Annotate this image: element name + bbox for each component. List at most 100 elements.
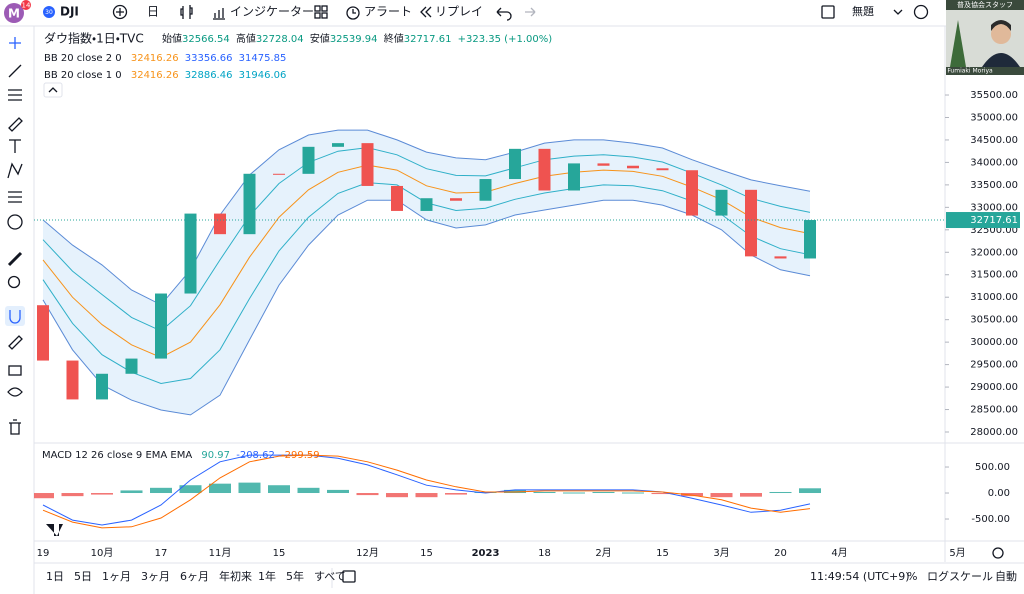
x-tick-label: 4月 xyxy=(831,547,847,559)
delete-tool[interactable] xyxy=(9,419,21,435)
macd-value: 90.97 xyxy=(201,450,230,461)
lock-tool[interactable] xyxy=(8,365,22,376)
range-button[interactable]: 1日 xyxy=(46,570,64,583)
histogram-bar xyxy=(34,493,54,499)
x-tick-label: 20 xyxy=(774,548,787,559)
log-toggle[interactable]: ログスケール xyxy=(927,569,993,583)
chart-type-icon[interactable] xyxy=(180,5,193,19)
histogram-bar xyxy=(238,482,261,494)
range-button[interactable]: 1年 xyxy=(258,569,276,583)
histogram-bar xyxy=(592,491,615,494)
candle xyxy=(37,305,49,361)
bb-value: 33356.66 xyxy=(185,53,233,64)
ohlc-legend: 始値32566.54 高値32728.04 安値32539.94 終値32717… xyxy=(162,32,552,45)
ruler-tool[interactable] xyxy=(7,251,23,267)
ohlc-value: 32539.94 xyxy=(330,34,378,45)
left-toolbar xyxy=(5,37,25,435)
candle xyxy=(302,146,315,174)
macd-value: -208.62 xyxy=(236,450,275,461)
draw-lock-tool[interactable] xyxy=(8,335,23,350)
crosshair-tool[interactable] xyxy=(9,37,21,49)
main-pane xyxy=(34,129,945,416)
histogram-bar xyxy=(179,485,202,494)
plant xyxy=(950,20,966,67)
candle xyxy=(361,143,374,186)
indicators-icon[interactable] xyxy=(213,8,225,20)
candle xyxy=(715,189,728,216)
histogram-bar xyxy=(150,487,172,494)
bb-value: 32416.26 xyxy=(131,70,179,81)
candle xyxy=(509,148,521,180)
pattern-tool[interactable] xyxy=(7,162,23,179)
change: +323.35 (+1.00%) xyxy=(458,34,553,45)
histogram-bar xyxy=(740,493,762,497)
layout-name[interactable]: 無題 xyxy=(852,4,874,18)
bb-value: 31946.06 xyxy=(239,70,287,81)
symbol[interactable]: DJI xyxy=(60,5,79,19)
alert-icon[interactable] xyxy=(346,6,360,20)
axes: 28000.00 28500.00 29000.00 29500.00 30000.00… xyxy=(37,90,1020,559)
bb-upper xyxy=(42,147,811,332)
y-tick-label: 35500.00 xyxy=(970,90,1018,101)
histogram-bar xyxy=(209,483,231,494)
y-tick-label: -500.00 xyxy=(971,514,1010,525)
top-toolbar: M 14 30 DJI 日 インジケーター アラート リプレイ 無題 xyxy=(4,0,929,23)
layout-icon[interactable] xyxy=(314,5,321,12)
forecast-tool[interactable] xyxy=(8,191,22,203)
collapse-button[interactable] xyxy=(43,82,63,98)
add-symbol-icon xyxy=(116,8,124,16)
percent-toggle[interactable]: % xyxy=(907,570,917,583)
signal-line xyxy=(42,454,811,529)
y-tick-label: 28000.00 xyxy=(970,427,1018,438)
trendline-tool[interactable] xyxy=(8,64,22,78)
layout-icon xyxy=(321,5,328,12)
histogram-bar xyxy=(533,491,556,494)
calendar-icon[interactable] xyxy=(342,570,356,583)
layout-square-icon[interactable] xyxy=(821,5,835,19)
interval[interactable]: 日 xyxy=(147,5,159,19)
brush-tool[interactable] xyxy=(8,117,23,132)
bb-legend: BB 20 close 2 0 32416.26 33356.66 31475.… xyxy=(44,53,286,64)
range-button[interactable]: すべて xyxy=(314,570,346,583)
emoji-tool[interactable] xyxy=(7,214,23,230)
range-button[interactable]: 5年 xyxy=(286,569,304,583)
range-button[interactable]: 6ヶ月 xyxy=(180,570,209,583)
settings-icon[interactable] xyxy=(913,4,929,20)
zoom-tool[interactable] xyxy=(7,275,21,289)
y-tick-label: 29500.00 xyxy=(970,360,1018,371)
ohlc-value: 32566.54 xyxy=(182,34,230,45)
alert-button[interactable]: アラート xyxy=(364,5,412,19)
symbol-badge-text: 30 xyxy=(45,9,53,16)
add-symbol-icon[interactable] xyxy=(112,4,128,20)
replay-icon[interactable] xyxy=(420,6,432,18)
y-tick-label: 28500.00 xyxy=(970,405,1018,416)
axis-settings-icon[interactable] xyxy=(992,547,1004,559)
range-button[interactable]: 5日 xyxy=(74,570,92,583)
avatar[interactable] xyxy=(4,3,24,23)
legend: ダウ指数・1日・TVC 始値32566.54 高値32728.04 安値3253… xyxy=(42,31,1004,559)
y-tick-label: 32000.00 xyxy=(970,247,1018,258)
y-tick-label: 0.00 xyxy=(988,488,1010,499)
range-button[interactable]: 年初来 xyxy=(219,569,252,583)
visibility-tool[interactable] xyxy=(7,387,23,397)
x-tick-label: 18 xyxy=(538,548,551,559)
range-button[interactable]: 1ヶ月 xyxy=(102,570,131,583)
auto-toggle[interactable]: 自動 xyxy=(995,569,1017,583)
price-label: 32717.61 xyxy=(970,215,1018,226)
undo-icon[interactable] xyxy=(496,7,512,21)
candle xyxy=(479,179,492,201)
range-button[interactable]: 3ヶ月 xyxy=(141,570,170,583)
redo-icon[interactable] xyxy=(525,7,536,17)
bb-lower xyxy=(42,199,811,416)
indicators-button[interactable]: インジケーター xyxy=(230,5,314,19)
fib-tool[interactable] xyxy=(8,89,22,101)
x-tick-label: 19 xyxy=(37,548,50,559)
text-tool[interactable] xyxy=(9,139,21,153)
ohlc-value: 32728.04 xyxy=(256,34,304,45)
candle xyxy=(538,148,551,191)
dropdown-icon[interactable] xyxy=(893,9,903,15)
collapse-icon xyxy=(48,87,58,93)
replay-button[interactable]: リプレイ xyxy=(435,5,483,19)
